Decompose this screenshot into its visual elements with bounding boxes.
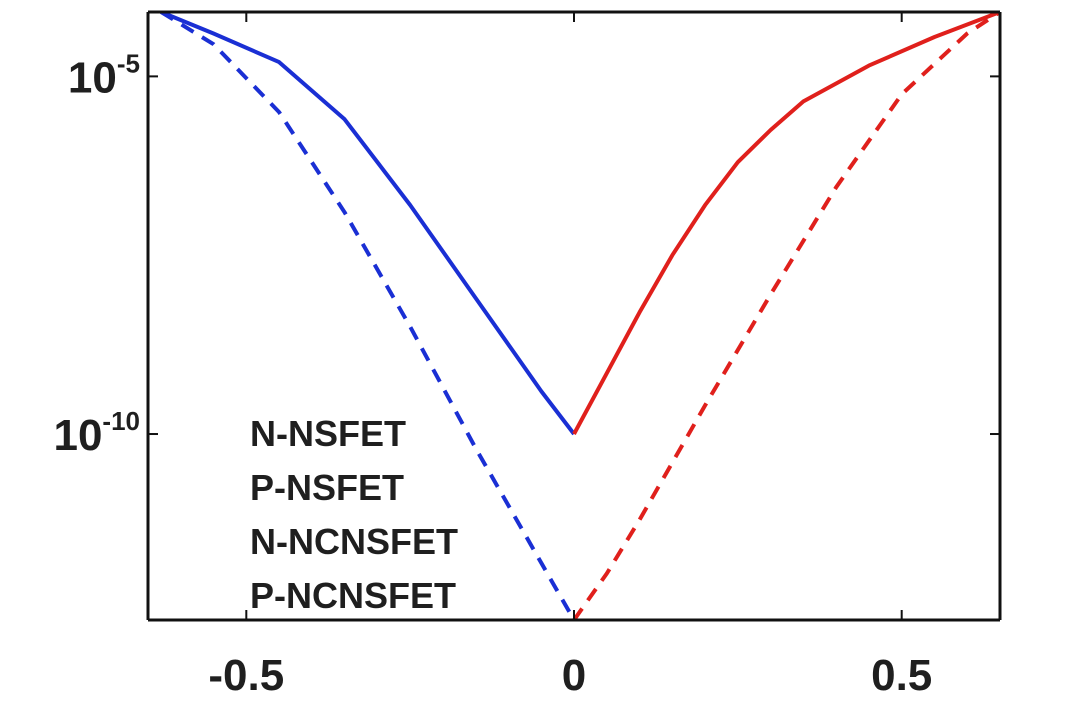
x-tick-label: 0.5 (871, 651, 932, 700)
series-line-p-nsfet (160, 12, 576, 436)
y-tick-label: 10-5 (68, 48, 140, 102)
y-tick-exponent: -10 (102, 406, 140, 436)
legend: N-NSFET P-NSFET N-NCNSFET P-NCNSFET (250, 413, 458, 616)
x-tick-label: 0 (562, 651, 586, 700)
legend-entry-n-nsfet: N-NSFET (250, 413, 406, 454)
x-tick-label: -0.5 (208, 651, 284, 700)
series-line-n-ncnsfet (572, 12, 1000, 620)
y-tick-label: 10-10 (53, 406, 140, 460)
series-layer (160, 12, 1000, 620)
series-line-n-nsfet (572, 12, 1000, 435)
legend-entry-n-ncnsfet: N-NCNSFET (250, 521, 458, 562)
y-tick-base: 10 (53, 411, 102, 460)
y-tick-exponent: -5 (117, 48, 140, 78)
legend-entry-p-ncnsfet: P-NCNSFET (250, 575, 456, 616)
legend-entry-p-nsfet: P-NSFET (250, 467, 404, 508)
ticks: -0.5 0 0.510-510-10 (53, 12, 1000, 700)
series-line-p-ncnsfet (160, 12, 576, 620)
y-tick-base: 10 (68, 53, 117, 102)
